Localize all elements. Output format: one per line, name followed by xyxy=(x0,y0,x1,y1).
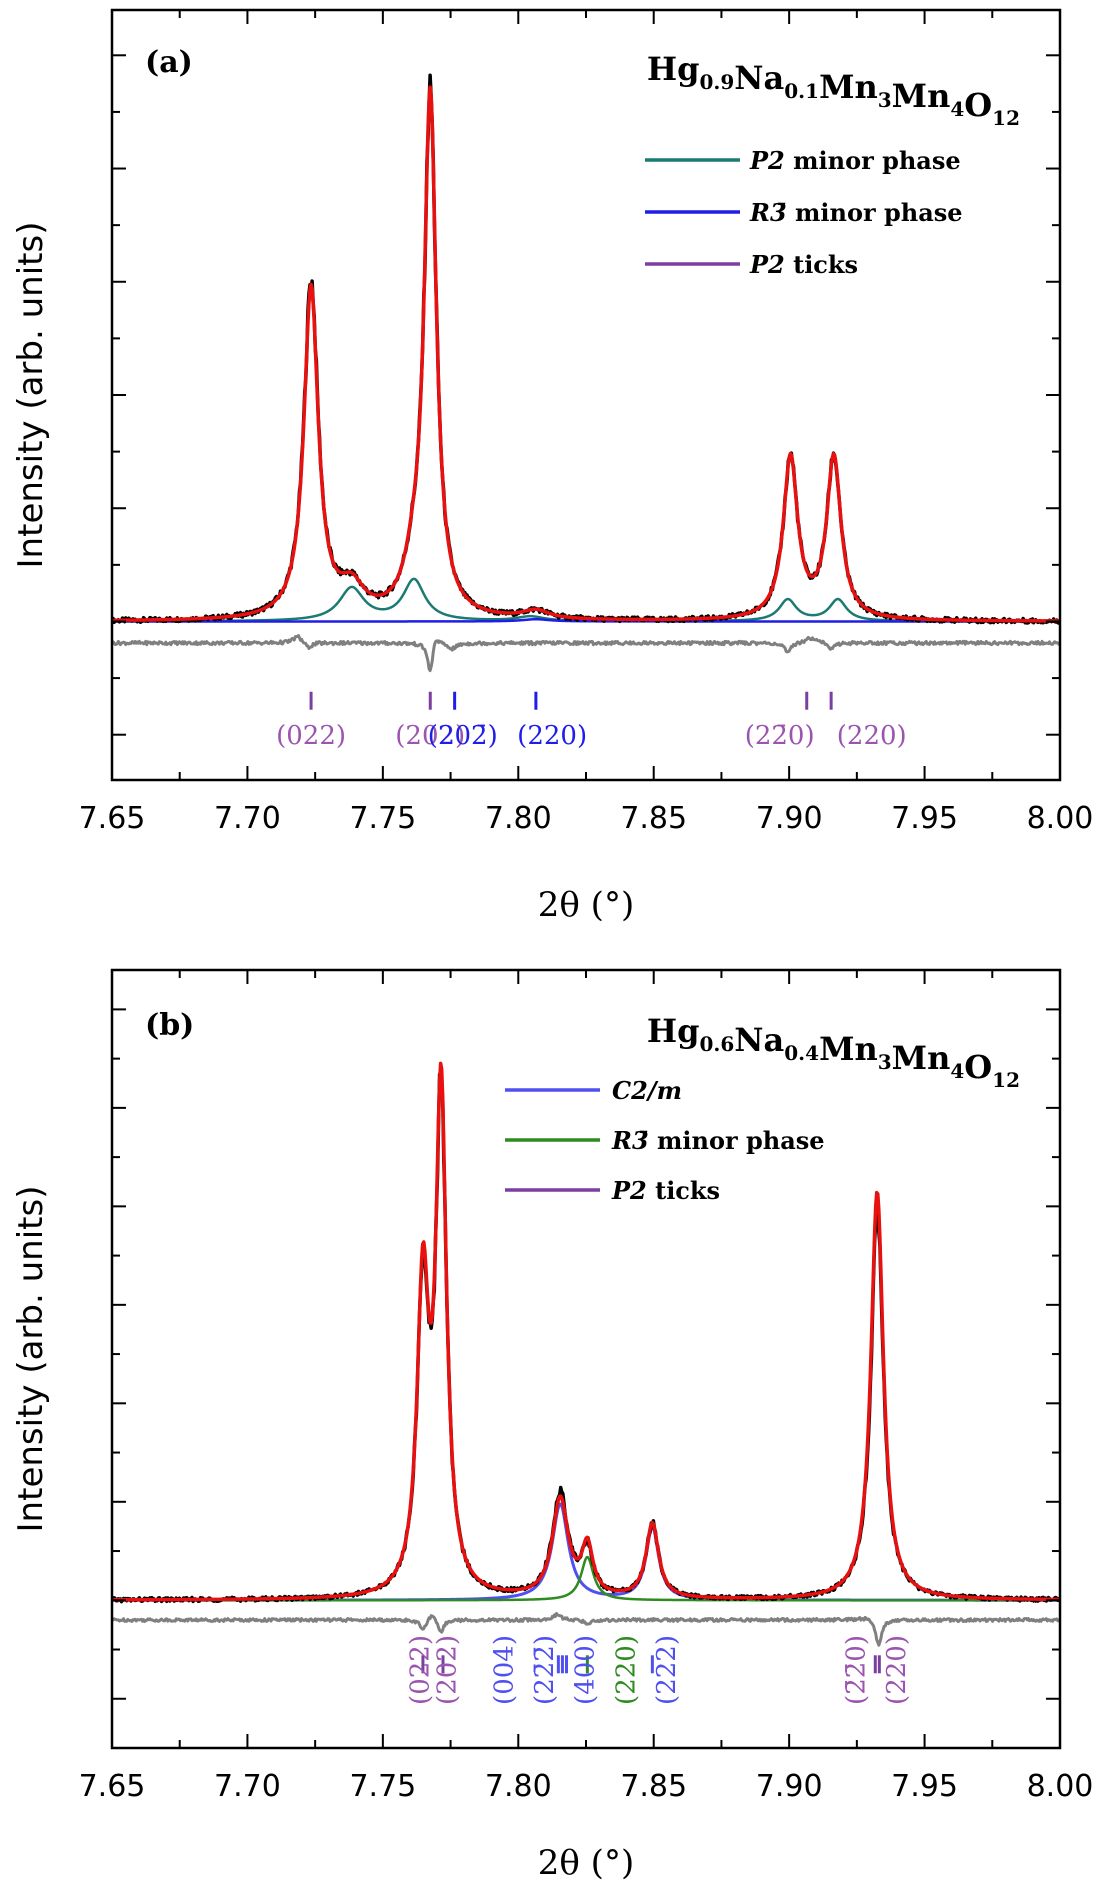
plot-area xyxy=(112,1061,1060,1647)
reflection-label: (2̄2̄0) xyxy=(842,1635,872,1705)
panel-b: (022)(202) (004) (22̄2̄) (400) (220) (222) (2̄… xyxy=(11,968,1094,1883)
chart-title: Hg0.6Na0.4Mn3Mn4O12 xyxy=(647,1012,1020,1092)
reflection-label: (202̄) xyxy=(428,721,498,751)
legend-label: P2 ticks xyxy=(749,250,858,279)
x-tick-label: 7.65 xyxy=(79,801,146,836)
series-r3-minor-phase xyxy=(112,1555,1060,1602)
x-tick-label: 8.00 xyxy=(1027,801,1094,836)
panel-label: (a) xyxy=(145,45,193,80)
x-tick-label: 7.90 xyxy=(756,801,823,836)
axes-frame xyxy=(110,968,1062,1750)
x-axis-title: 2θ (°) xyxy=(538,1843,634,1883)
x-tick-label: 7.85 xyxy=(620,801,687,836)
series-p2-minor-phase xyxy=(112,577,1060,623)
x-tick-label: 7.85 xyxy=(620,1769,687,1804)
panel-label: (b) xyxy=(145,1008,194,1043)
reflection-label: (220) xyxy=(611,1635,641,1705)
legend-label: P2 minor phase xyxy=(749,146,961,175)
x-tick-label: 7.80 xyxy=(485,1769,552,1804)
reflection-label: (22̄2̄) xyxy=(530,1635,560,1705)
axes-frame xyxy=(110,8,1062,782)
reflection-label: (222) xyxy=(652,1635,682,1705)
reflection-label: (022) xyxy=(405,1635,435,1705)
reflection-label: (400) xyxy=(571,1635,601,1705)
series-difference xyxy=(112,634,1060,673)
x-tick-label: 7.65 xyxy=(79,1769,146,1804)
x-tick-label: 7.70 xyxy=(214,1769,281,1804)
reflection-label: (202) xyxy=(433,1635,463,1705)
plot-area xyxy=(112,73,1060,673)
legend-label: R3̄ minor phase xyxy=(611,1126,825,1155)
reflection-label: (202) xyxy=(395,721,465,751)
reflection-label: (22̄0) xyxy=(745,721,815,751)
y-axis-title: Intensity (arb. units) xyxy=(11,1186,51,1533)
x-tick-label: 7.70 xyxy=(214,801,281,836)
legend-label: C2/m xyxy=(612,1076,682,1105)
legend-label: P2 ticks xyxy=(611,1176,720,1205)
x-tick-label: 7.75 xyxy=(349,801,416,836)
reflection-label: (022) xyxy=(276,721,346,751)
series-calculated xyxy=(112,1061,1060,1602)
series-difference xyxy=(112,1611,1060,1647)
series-calculated xyxy=(112,85,1060,623)
x-tick-label: 7.90 xyxy=(756,1769,823,1804)
reflection-label: (220) xyxy=(882,1635,912,1705)
series-observed xyxy=(112,1072,1060,1604)
chart-title: Hg0.9Na0.1Mn3Mn4O12 xyxy=(647,50,1020,130)
x-tick-label: 7.80 xyxy=(485,801,552,836)
panel-a: (022) (202)(202̄) (220) (22̄0) (220) 7.65 7.70… xyxy=(11,8,1094,925)
x-tick-label: 7.75 xyxy=(349,1769,416,1804)
reflection-label: (220) xyxy=(517,721,587,751)
reflection-label: (220) xyxy=(837,721,907,751)
x-tick-label: 7.95 xyxy=(891,801,958,836)
x-axis-title: 2θ (°) xyxy=(538,885,634,925)
legend-label: R3̄ minor phase xyxy=(749,198,963,227)
x-tick-label: 8.00 xyxy=(1027,1769,1094,1804)
y-axis-title: Intensity (arb. units) xyxy=(11,222,51,569)
x-tick-label: 7.95 xyxy=(891,1769,958,1804)
reflection-label: (004) xyxy=(489,1635,519,1705)
